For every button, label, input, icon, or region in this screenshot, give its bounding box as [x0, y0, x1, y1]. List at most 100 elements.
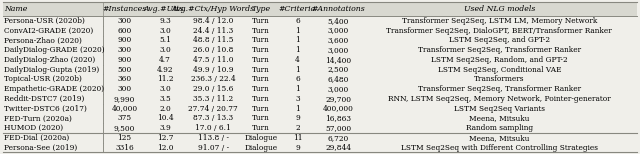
- Text: #Criteria: #Criteria: [279, 5, 316, 13]
- Text: 3,000: 3,000: [328, 46, 349, 54]
- Text: 500: 500: [117, 66, 132, 74]
- Text: 35.3 / 11.2: 35.3 / 11.2: [193, 95, 234, 103]
- Text: 3.5: 3.5: [159, 95, 171, 103]
- Text: 360: 360: [117, 75, 131, 83]
- Text: Transformer Seq2Seq, Transformer Ranker: Transformer Seq2Seq, Transformer Ranker: [418, 85, 581, 93]
- Text: 11: 11: [292, 134, 302, 142]
- Text: Persona-See (2019): Persona-See (2019): [4, 144, 77, 152]
- Text: Turn: Turn: [252, 17, 270, 25]
- Text: Turn: Turn: [252, 56, 270, 64]
- Text: 1: 1: [295, 36, 300, 44]
- Text: 5.1: 5.1: [159, 36, 171, 44]
- Text: 6,480: 6,480: [328, 75, 349, 83]
- Text: Transformer Seq2Seq, Transformer Ranker: Transformer Seq2Seq, Transformer Ranker: [418, 46, 581, 54]
- Text: Transformer Seq2Seq, DialoGPT, BERT/Transformer Ranker: Transformer Seq2Seq, DialoGPT, BERT/Tran…: [387, 27, 612, 35]
- Text: FED-Dial (2020a): FED-Dial (2020a): [4, 134, 70, 142]
- Bar: [3, 2, 637, 16]
- Text: Meena, Mitsuku: Meena, Mitsuku: [469, 134, 529, 142]
- Text: Turn: Turn: [252, 27, 270, 35]
- Text: 4.7: 4.7: [159, 56, 171, 64]
- Text: 4: 4: [295, 56, 300, 64]
- Text: 26.0 / 10.8: 26.0 / 10.8: [193, 46, 234, 54]
- Text: 4.92: 4.92: [157, 66, 173, 74]
- Text: 1: 1: [295, 27, 300, 35]
- Text: 3,000: 3,000: [328, 85, 349, 93]
- Text: 3: 3: [295, 95, 300, 103]
- Text: HUMOD (2020): HUMOD (2020): [4, 124, 63, 132]
- Text: 3.0: 3.0: [159, 46, 171, 54]
- Text: 900: 900: [117, 56, 132, 64]
- Text: Turn: Turn: [252, 114, 270, 122]
- Text: LSTM Seq2Seq, Random, and GPT-2: LSTM Seq2Seq, Random, and GPT-2: [431, 56, 568, 64]
- Text: #Annotations: #Annotations: [312, 5, 365, 13]
- Text: Used NLG models: Used NLG models: [463, 5, 535, 13]
- Text: 17.0 / 6.1: 17.0 / 6.1: [195, 124, 231, 132]
- Text: 1: 1: [295, 46, 300, 54]
- Text: Turn: Turn: [252, 124, 270, 132]
- Text: 11.2: 11.2: [157, 75, 173, 83]
- Text: 3316: 3316: [115, 144, 134, 152]
- Text: LSTM Seq2Seq Variants: LSTM Seq2Seq Variants: [454, 105, 545, 113]
- Text: 300: 300: [117, 46, 131, 54]
- Text: 49.9 / 10.9: 49.9 / 10.9: [193, 66, 234, 74]
- Text: Dialogue: Dialogue: [244, 134, 278, 142]
- Text: Avg.#Utts.: Avg.#Utts.: [143, 5, 186, 13]
- Text: ConvAI2-GRADE (2020): ConvAI2-GRADE (2020): [4, 27, 93, 35]
- Text: 91.07 / -: 91.07 / -: [198, 144, 229, 152]
- Text: DailyDialog-GRADE (2020): DailyDialog-GRADE (2020): [4, 46, 105, 54]
- Text: Meena, Mitsuku: Meena, Mitsuku: [469, 114, 529, 122]
- Text: DailyDialog-Zhao (2020): DailyDialog-Zhao (2020): [4, 56, 96, 64]
- Text: 1: 1: [295, 85, 300, 93]
- Text: Turn: Turn: [252, 85, 270, 93]
- Text: #Instances: #Instances: [102, 5, 147, 13]
- Text: Topical-USR (2020b): Topical-USR (2020b): [4, 75, 83, 83]
- Text: LSTM Seq2Seq, and GPT-2: LSTM Seq2Seq, and GPT-2: [449, 36, 550, 44]
- Text: DailyDialog-Gupta (2019): DailyDialog-Gupta (2019): [4, 66, 100, 74]
- Text: 9: 9: [295, 144, 300, 152]
- Text: 125: 125: [117, 134, 131, 142]
- Text: 3,000: 3,000: [328, 27, 349, 35]
- Text: Transformer Seq2Seq, LSTM LM, Memory Network: Transformer Seq2Seq, LSTM LM, Memory Net…: [402, 17, 597, 25]
- Text: RNN, LSTM Seq2Seq, Memory Network, Pointer-generator: RNN, LSTM Seq2Seq, Memory Network, Point…: [388, 95, 611, 103]
- Text: 300: 300: [117, 17, 131, 25]
- Text: Persona-USR (2020b): Persona-USR (2020b): [4, 17, 85, 25]
- Text: Random sampling: Random sampling: [466, 124, 533, 132]
- Text: 113.8 / -: 113.8 / -: [198, 134, 229, 142]
- Text: 27.74 / 20.77: 27.74 / 20.77: [188, 105, 238, 113]
- Text: Turn: Turn: [252, 95, 270, 103]
- Text: Turn: Turn: [252, 66, 270, 74]
- Text: 3.0: 3.0: [159, 85, 171, 93]
- Text: 47.5 / 11.0: 47.5 / 11.0: [193, 56, 234, 64]
- Text: 3.9: 3.9: [159, 124, 171, 132]
- Text: 29,700: 29,700: [325, 95, 351, 103]
- Text: 29.0 / 15.6: 29.0 / 15.6: [193, 85, 234, 93]
- Text: Turn: Turn: [252, 46, 270, 54]
- Text: Turn: Turn: [252, 75, 270, 83]
- Text: 1: 1: [295, 105, 300, 113]
- Text: 16,863: 16,863: [325, 114, 351, 122]
- Text: 2.0: 2.0: [159, 105, 171, 113]
- Text: Reddit-DSTC7 (2019): Reddit-DSTC7 (2019): [4, 95, 85, 103]
- Text: 9,500: 9,500: [114, 124, 135, 132]
- Text: 6,720: 6,720: [328, 134, 349, 142]
- Text: 48.8 / 11.5: 48.8 / 11.5: [193, 36, 234, 44]
- Text: 236.3 / 22.4: 236.3 / 22.4: [191, 75, 236, 83]
- Text: 5,400: 5,400: [328, 17, 349, 25]
- Text: Turn: Turn: [252, 36, 270, 44]
- Text: Turn: Turn: [252, 105, 270, 113]
- Text: Avg.#Ctx/Hyp Words: Avg.#Ctx/Hyp Words: [172, 5, 255, 13]
- Text: 14,400: 14,400: [325, 56, 351, 64]
- Text: 24.4 / 11.3: 24.4 / 11.3: [193, 27, 234, 35]
- Text: 6: 6: [295, 17, 300, 25]
- Text: Dialogue: Dialogue: [244, 144, 278, 152]
- Text: 600: 600: [117, 27, 132, 35]
- Text: 400,000: 400,000: [323, 105, 354, 113]
- Text: 2: 2: [295, 124, 300, 132]
- Text: Twitter-DSTC6 (2017): Twitter-DSTC6 (2017): [4, 105, 87, 113]
- Text: 98.4 / 12.0: 98.4 / 12.0: [193, 17, 234, 25]
- Text: Persona-Zhao (2020): Persona-Zhao (2020): [4, 36, 83, 44]
- Text: 12.7: 12.7: [157, 134, 173, 142]
- Text: LSTM Seq2Seq, Conditional VAE: LSTM Seq2Seq, Conditional VAE: [438, 66, 561, 74]
- Text: Type: Type: [252, 5, 271, 13]
- Text: 29,844: 29,844: [325, 144, 351, 152]
